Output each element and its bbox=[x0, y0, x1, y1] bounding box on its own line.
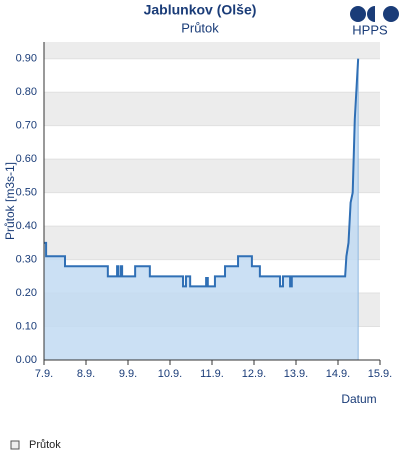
grid-band bbox=[44, 42, 380, 59]
y-tick-label: 0.50 bbox=[16, 187, 37, 199]
x-tick-label: 9.9. bbox=[119, 368, 137, 380]
x-tick-label: 10.9. bbox=[158, 368, 182, 380]
x-tick-label: 12.9. bbox=[242, 368, 266, 380]
legend-label: Průtok bbox=[29, 439, 61, 451]
logo-text: HPPS bbox=[352, 22, 388, 37]
x-tick-label: 15.9. bbox=[368, 368, 392, 380]
y-tick-label: 0.40 bbox=[16, 220, 37, 232]
chart-title: Jablunkov (Olše) bbox=[144, 2, 257, 18]
y-tick-label: 0.80 bbox=[16, 86, 37, 98]
y-axis-label: Průtok [m3s-1] bbox=[3, 162, 17, 240]
y-tick-label: 0.70 bbox=[16, 120, 37, 132]
y-tick-label: 0.00 bbox=[16, 354, 37, 366]
y-tick-label: 0.10 bbox=[16, 320, 37, 332]
y-tick-label: 0.90 bbox=[16, 53, 37, 65]
grid-band bbox=[44, 92, 380, 126]
chart-subtitle: Průtok bbox=[181, 20, 219, 35]
legend-swatch bbox=[10, 440, 20, 450]
y-tick-label: 0.20 bbox=[16, 287, 37, 299]
grid-band bbox=[44, 226, 380, 260]
logo-icon bbox=[350, 6, 399, 22]
x-tick-label: 11.9. bbox=[200, 368, 224, 380]
x-tick-label: 7.9. bbox=[35, 368, 53, 380]
x-tick-label: 14.9. bbox=[326, 368, 350, 380]
x-tick-label: 8.9. bbox=[77, 368, 95, 380]
y-tick-label: 0.60 bbox=[16, 153, 37, 165]
line bbox=[44, 58, 360, 288]
x-tick-label: 13.9. bbox=[284, 368, 308, 380]
grid-band bbox=[44, 159, 380, 193]
x-axis-label: Datum bbox=[341, 392, 376, 406]
y-tick-label: 0.30 bbox=[16, 253, 37, 265]
